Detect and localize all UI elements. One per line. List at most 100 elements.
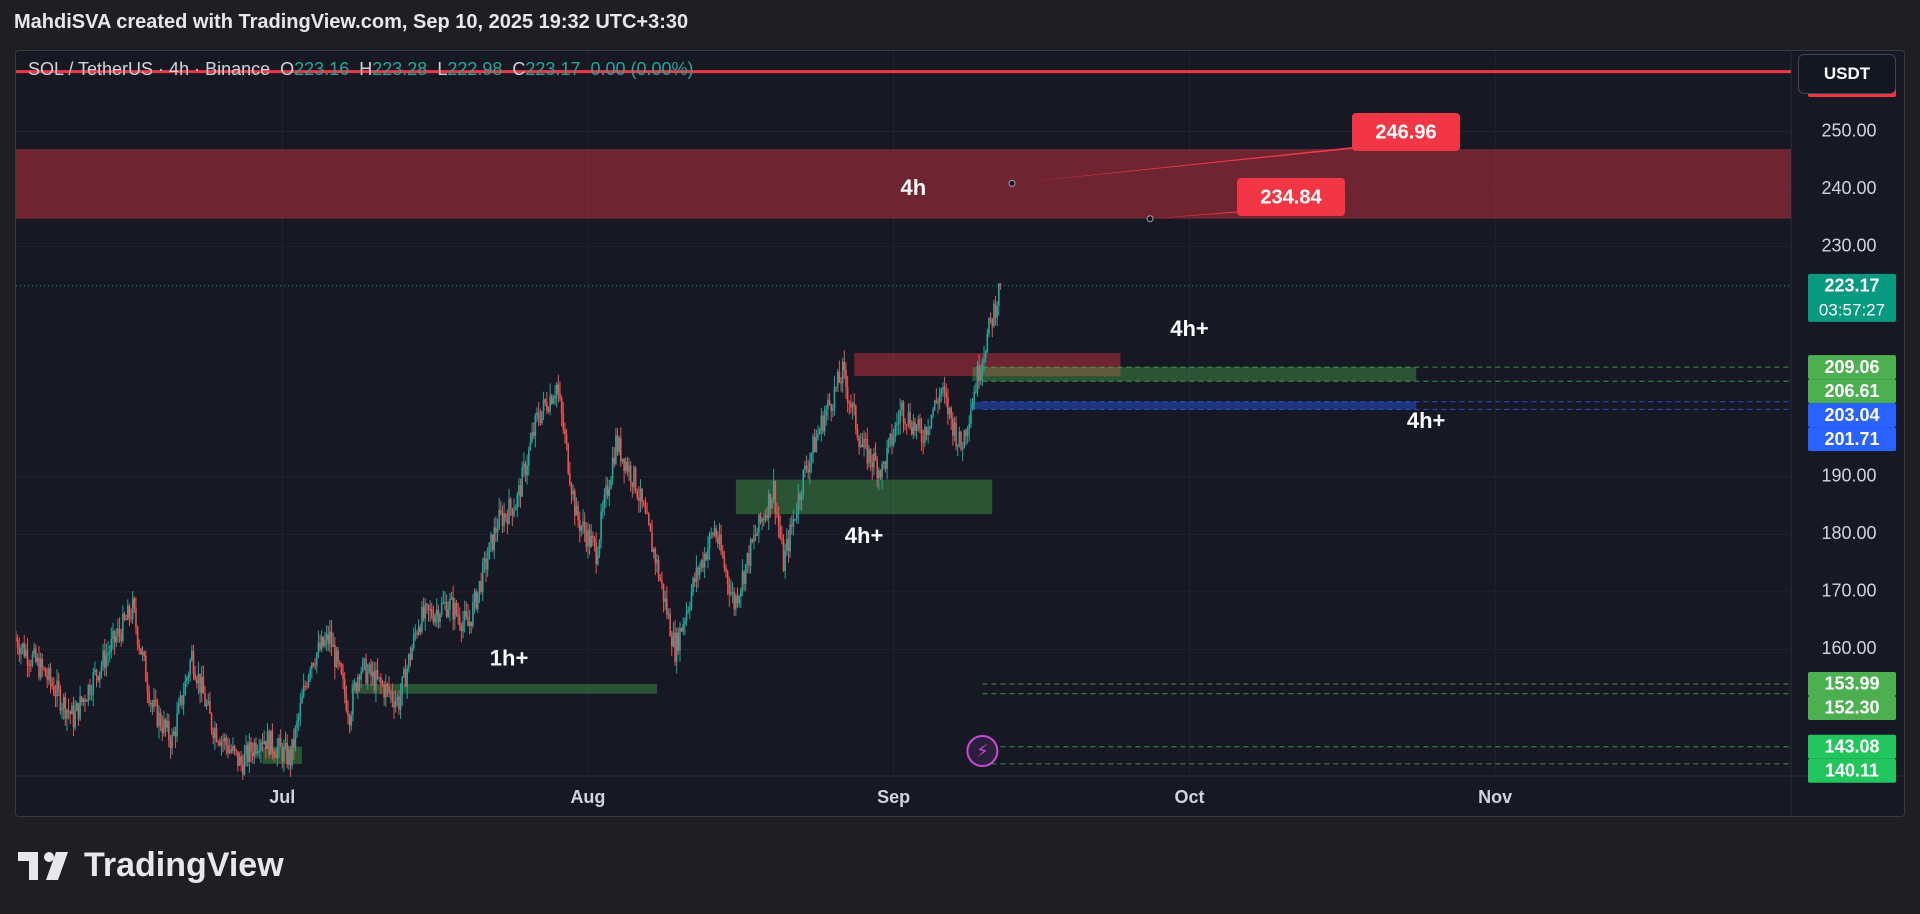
candle-body [434,614,436,623]
candle-body [424,604,427,619]
candle-body [230,749,233,752]
candle-body [705,553,708,560]
callout-box-0 [1352,113,1460,151]
candle-body [360,671,362,680]
candle-body [325,634,328,641]
candle-body [195,679,198,684]
candle-body [901,402,903,411]
candle-body [432,616,435,623]
candle-body [922,442,925,444]
candle-body [396,696,399,701]
candle-body [531,432,533,442]
candle-body [991,318,994,327]
candle-body [56,680,58,697]
candle-body [496,529,499,533]
candle-body [669,613,671,637]
candle-body [546,402,548,411]
candle-body [707,547,709,560]
candle-body [314,665,316,667]
candle-body [935,400,938,402]
candle-body [815,437,818,453]
price-label-4: 203.04 [1824,405,1879,425]
candle-body [217,741,219,743]
price-chart[interactable]: 4h 4h+ 4h+ 4h+ 1h+ ⚡ 246.96 234.84 160.00 170.00 1… [16,51,1904,816]
price-label-8: 143.08 [1824,737,1879,757]
candle-body [601,508,604,512]
candle-body [164,719,167,728]
candle-body [835,386,837,388]
candle-body [210,713,213,731]
candle-body [606,485,609,496]
candle-body [794,518,796,520]
candle-body [84,698,86,702]
candle-body [294,727,297,748]
candle-body [904,422,906,425]
candle-body [207,701,210,704]
candle-body [292,738,295,748]
x-tick-label: Nov [1478,787,1512,807]
candle-body [799,494,801,501]
candle-body [843,361,846,370]
candle-body [514,507,517,511]
candle-body [932,409,934,415]
candle-body [108,651,111,654]
candle-body [800,495,803,501]
candle-body [795,513,798,519]
candle-body [470,621,473,626]
price-label-box-2 [1808,355,1896,380]
chart-frame[interactable]: 4h 4h+ 4h+ 4h+ 1h+ ⚡ 246.96 234.84 160.00 170.00 1… [15,50,1905,817]
candle-body [304,686,307,688]
candle-body [938,394,941,404]
candle-body [822,415,824,432]
candle-body [631,482,634,487]
candle-body [753,535,755,542]
callout-anchor-0 [1008,179,1016,187]
symbol-info: SOL / TetherUS · 4h · Binance [28,59,271,79]
candle-body [868,448,870,464]
candle-body [223,737,226,741]
candle-body [891,433,893,446]
candle-body [251,752,254,757]
candle-body [320,636,323,650]
candle-body [723,557,726,568]
candle-body [288,749,290,765]
candle-body [186,677,188,681]
candle-body [218,742,221,746]
candle-body [534,415,537,436]
candle-body [697,567,699,576]
candle-body [49,668,52,683]
candle-body [689,607,691,611]
candle-body [746,553,749,565]
candle-body [422,606,425,619]
currency-button[interactable]: USDT [1798,54,1896,94]
candle-body [902,402,905,423]
candle-body [419,626,422,632]
candle-body [501,512,504,527]
candle-body [131,598,134,619]
candle-body [827,400,829,410]
candle-body [233,746,236,750]
candle-body [620,438,622,462]
candle-body [809,461,811,473]
candle-body [552,398,555,404]
zone-label-3: 4h+ [845,523,884,548]
candle-body [412,633,415,648]
candle-body [69,711,72,715]
candle-body [197,673,200,684]
candle-body [439,614,441,622]
candle-body [562,413,565,430]
candle-body [187,674,190,678]
candle-body [130,617,132,619]
tradingview-brand[interactable]: TradingView [18,846,284,885]
candle-body [179,695,182,704]
candle-body [138,644,141,649]
callout-label-1: 234.84 [1260,186,1322,208]
candle-body [695,567,698,582]
candle-body [677,632,680,651]
candle-body [970,410,972,424]
candle-body [896,423,898,425]
candle-body [772,481,775,499]
candle-body [79,696,81,720]
candle-body [930,414,933,427]
candle-body [841,361,844,383]
